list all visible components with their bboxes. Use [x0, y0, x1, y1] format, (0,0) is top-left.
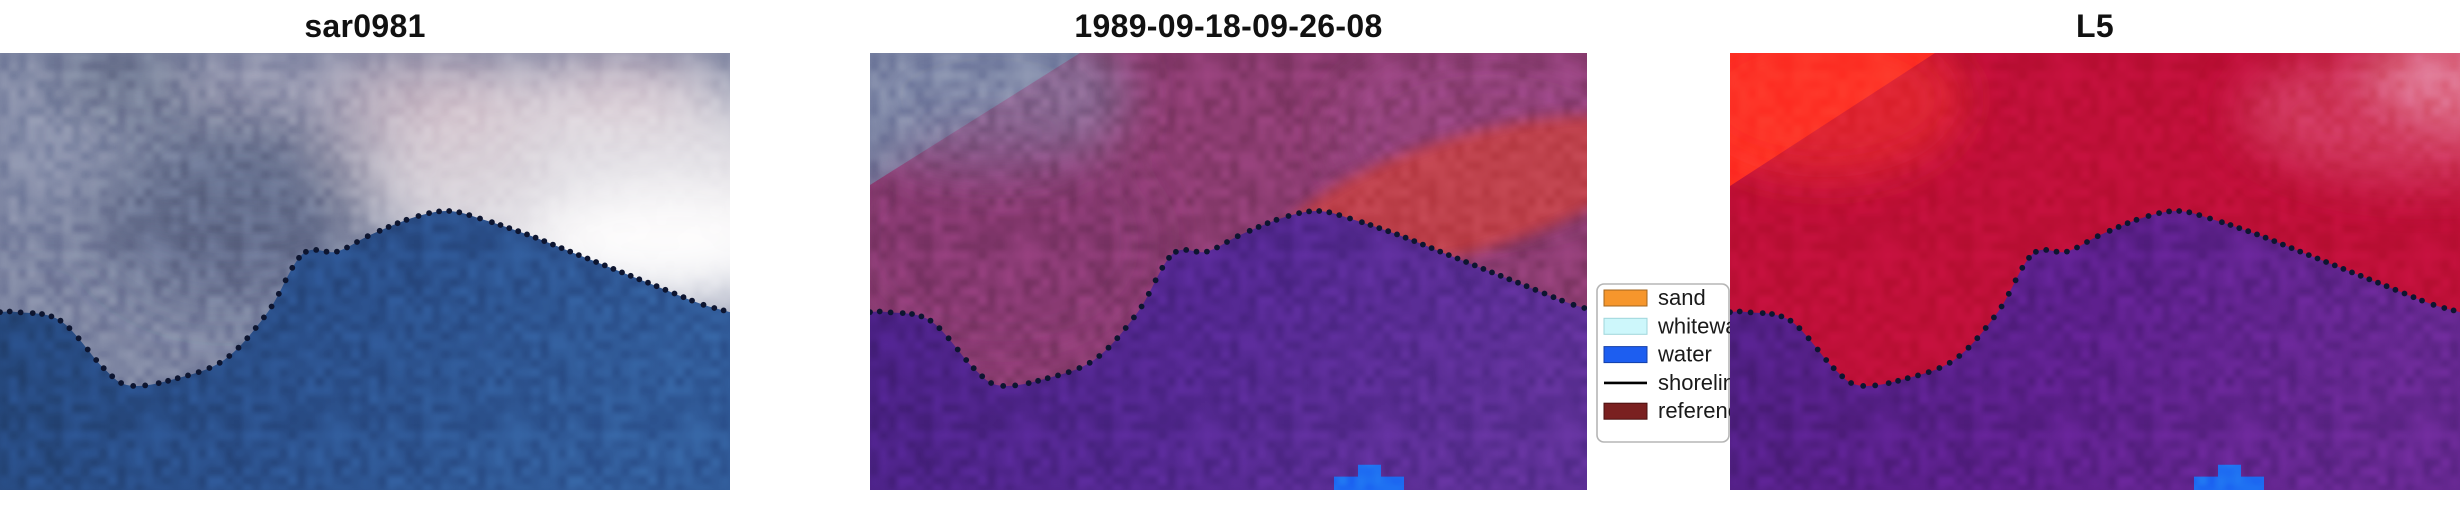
svg-text:sand: sand: [1658, 285, 1706, 310]
svg-text:whitewater: whitewater: [1657, 313, 1730, 338]
svg-text:shoreline: shoreline: [1658, 370, 1730, 395]
svg-text:reference shoreline: reference shoreline: [1658, 398, 1730, 423]
svg-text:water: water: [1657, 342, 1712, 367]
